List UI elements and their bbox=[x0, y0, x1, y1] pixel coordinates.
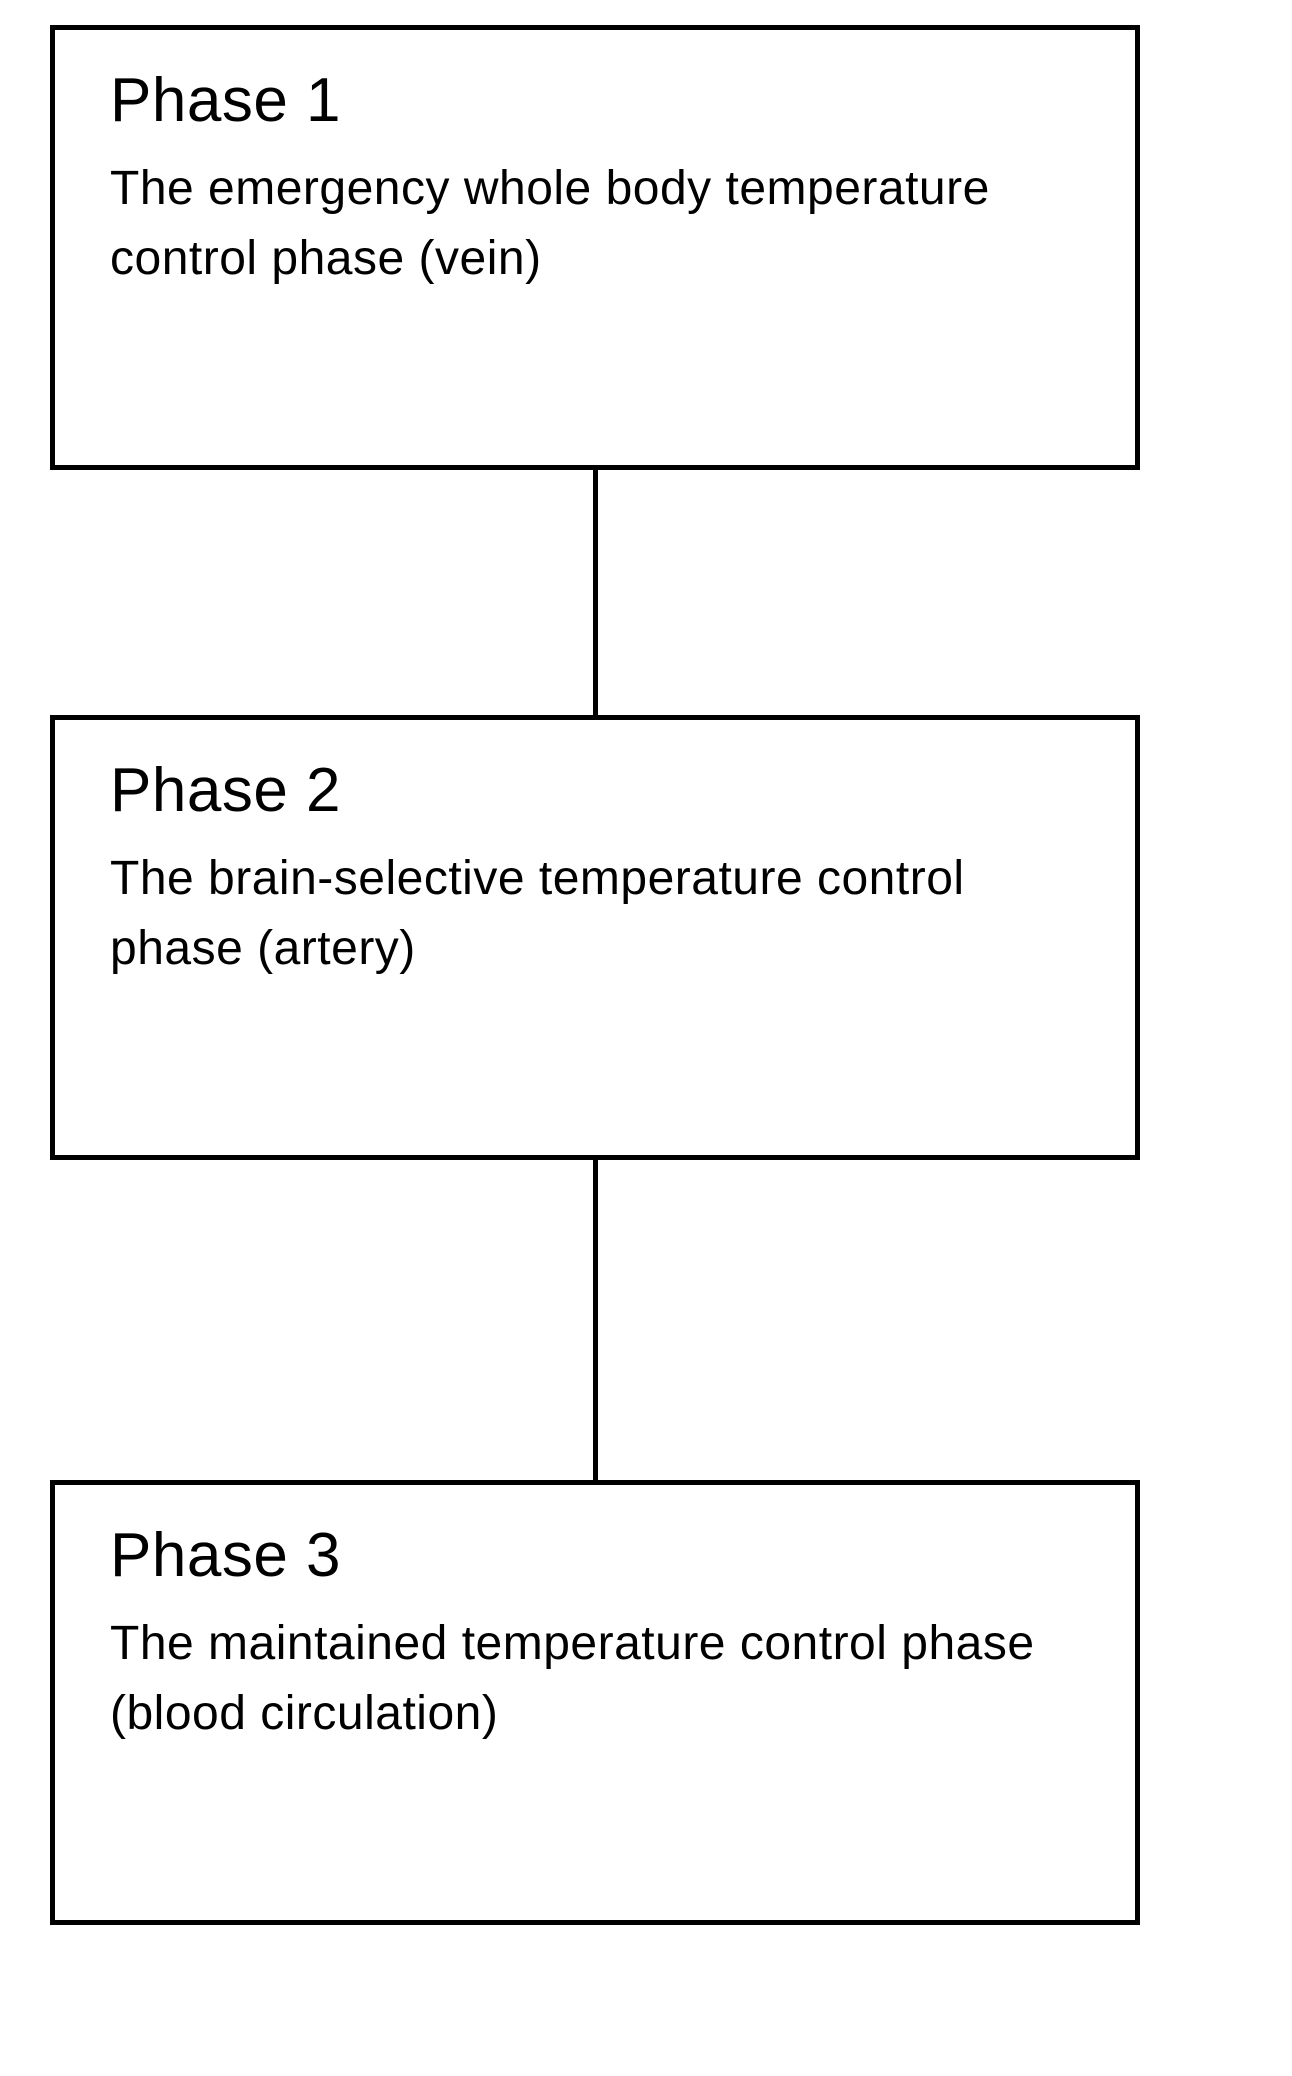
connector-2-3 bbox=[593, 1160, 598, 1480]
phase-1-description: The emergency whole body temperature con… bbox=[110, 154, 1090, 293]
phase-2-title: Phase 2 bbox=[110, 755, 1090, 826]
connector-1-2 bbox=[593, 470, 598, 715]
phase-2-node: Phase 2 The brain-selective temperature … bbox=[50, 715, 1140, 1160]
phase-1-node: Phase 1 The emergency whole body tempera… bbox=[50, 25, 1140, 470]
phase-flowchart: Phase 1 The emergency whole body tempera… bbox=[50, 25, 1140, 1925]
phase-3-title: Phase 3 bbox=[110, 1520, 1090, 1591]
phase-3-description: The maintained temperature control phase… bbox=[110, 1609, 1090, 1748]
phase-2-description: The brain-selective temperature control … bbox=[110, 844, 1090, 983]
phase-3-node: Phase 3 The maintained temperature contr… bbox=[50, 1480, 1140, 1925]
phase-1-title: Phase 1 bbox=[110, 65, 1090, 136]
